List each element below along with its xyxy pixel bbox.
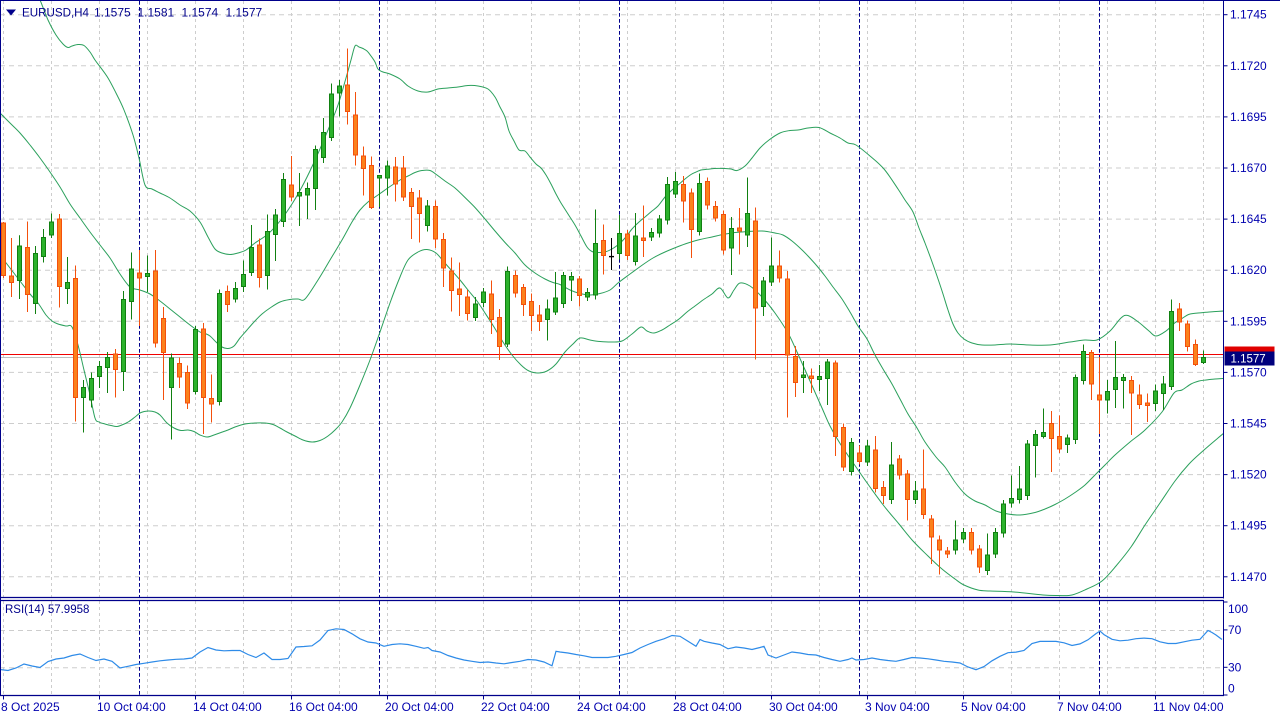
svg-text:10 Oct 04:00: 10 Oct 04:00 bbox=[97, 700, 166, 714]
svg-text:0: 0 bbox=[1228, 682, 1235, 696]
svg-text:28 Oct 04:00: 28 Oct 04:00 bbox=[673, 700, 742, 714]
svg-text:14 Oct 04:00: 14 Oct 04:00 bbox=[193, 700, 262, 714]
svg-text:16 Oct 04:00: 16 Oct 04:00 bbox=[289, 700, 358, 714]
svg-text:1.1645: 1.1645 bbox=[1230, 212, 1267, 226]
svg-text:100: 100 bbox=[1228, 602, 1248, 616]
svg-text:1.1720: 1.1720 bbox=[1230, 59, 1267, 73]
svg-text:7 Nov 04:00: 7 Nov 04:00 bbox=[1057, 700, 1122, 714]
svg-text:70: 70 bbox=[1228, 623, 1242, 637]
svg-text:RSI(14) 57.9958: RSI(14) 57.9958 bbox=[5, 604, 89, 616]
svg-text:30 Oct 04:00: 30 Oct 04:00 bbox=[769, 700, 838, 714]
svg-text:1.1620: 1.1620 bbox=[1230, 263, 1267, 277]
svg-text:8 Oct 2025: 8 Oct 2025 bbox=[1, 700, 60, 714]
svg-text:1.1581: 1.1581 bbox=[138, 6, 175, 20]
svg-text:1.1520: 1.1520 bbox=[1230, 468, 1267, 482]
svg-text:1.1570: 1.1570 bbox=[1230, 365, 1267, 379]
svg-text:1.1545: 1.1545 bbox=[1230, 417, 1267, 431]
svg-text:20 Oct 04:00: 20 Oct 04:00 bbox=[385, 700, 454, 714]
svg-text:1.1577: 1.1577 bbox=[226, 6, 263, 20]
svg-text:1.1695: 1.1695 bbox=[1230, 110, 1267, 124]
svg-text:1.1495: 1.1495 bbox=[1230, 519, 1267, 533]
svg-text:1.1745: 1.1745 bbox=[1230, 8, 1267, 22]
svg-text:1.1575: 1.1575 bbox=[94, 6, 131, 20]
svg-text:30: 30 bbox=[1228, 660, 1242, 674]
svg-text:1.1470: 1.1470 bbox=[1230, 570, 1267, 584]
svg-text:1.1574: 1.1574 bbox=[182, 6, 219, 20]
svg-text:3 Nov 04:00: 3 Nov 04:00 bbox=[865, 700, 930, 714]
svg-text:11 Nov 04:00: 11 Nov 04:00 bbox=[1153, 700, 1224, 714]
svg-text:24 Oct 04:00: 24 Oct 04:00 bbox=[577, 700, 646, 714]
svg-text:EURUSD,H4: EURUSD,H4 bbox=[22, 7, 90, 20]
svg-text:22 Oct 04:00: 22 Oct 04:00 bbox=[481, 700, 550, 714]
svg-text:1.1670: 1.1670 bbox=[1230, 161, 1267, 175]
svg-text:5 Nov 04:00: 5 Nov 04:00 bbox=[961, 700, 1026, 714]
svg-text:1.1595: 1.1595 bbox=[1230, 314, 1267, 328]
svg-text:1.1577: 1.1577 bbox=[1231, 354, 1266, 366]
